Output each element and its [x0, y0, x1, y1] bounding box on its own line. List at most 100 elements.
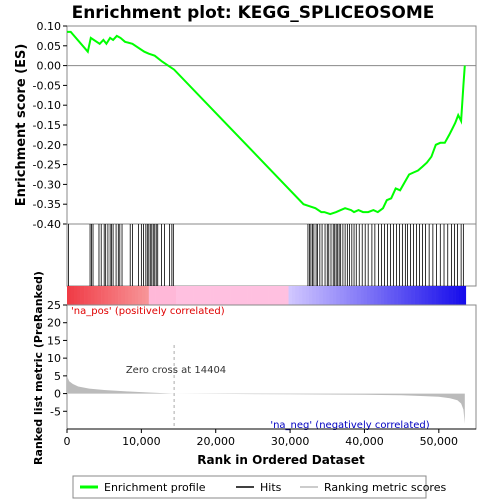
es-profile-line [67, 30, 466, 216]
colorbar-segment [216, 286, 221, 305]
colorbar-segment [223, 286, 228, 305]
colorbar-segment [428, 286, 432, 305]
x-tick-label: 20,000 [196, 435, 235, 448]
colorbar-segment [418, 286, 422, 305]
colorbar-segment [240, 286, 245, 305]
colorbar-segment [101, 286, 105, 305]
colorbar-segment [176, 286, 180, 305]
colorbar-segment [141, 286, 146, 305]
colorbar-segment [452, 286, 456, 305]
colorbar-segment [445, 286, 450, 305]
colorbar-segment [401, 286, 405, 305]
colorbar-segment [131, 286, 136, 305]
colorbar-segment [302, 286, 306, 305]
colorbar-segment [254, 286, 259, 305]
colorbar-segment [455, 286, 460, 305]
legend-ranking-metric-label: Ranking metric scores [324, 481, 446, 494]
x-tick-label: 30,000 [271, 435, 310, 448]
colorbar-segment [172, 286, 177, 305]
colorbar-segment [196, 286, 201, 305]
colorbar-segment [332, 286, 337, 305]
colorbar-segment [298, 286, 303, 305]
colorbar-segment [135, 286, 139, 305]
colorbar-segment [291, 286, 296, 305]
colorbar-segment [206, 286, 211, 305]
es-y-tick-label: -0.10 [33, 99, 61, 112]
colorbar-segment [230, 286, 235, 305]
colorbar-segment [107, 286, 112, 305]
colorbar-segment [458, 286, 463, 305]
es-y-tick-label: -0.20 [33, 139, 61, 152]
es-y-tick-label: 0.00 [37, 60, 62, 73]
colorbar-segment [67, 286, 71, 305]
es-y-tick-label: -0.05 [33, 79, 61, 92]
legend: Enrichment profile Hits Ranking metric sco… [72, 475, 446, 499]
neg-label: 'na_neg' (negatively correlated) [270, 420, 429, 431]
x-axis: 0 10,000 20,000 30,000 40,000 50,000 [64, 428, 476, 448]
colorbar-segment [424, 286, 429, 305]
colorbar-segment [189, 286, 194, 305]
colorbar-segment [193, 286, 197, 305]
metric-y-axis-label: Ranked list metric (PreRanked) [32, 271, 45, 465]
es-y-tick-label: -0.30 [33, 178, 61, 191]
colorbar-segment [73, 286, 78, 305]
colorbar-segment [336, 286, 340, 305]
es-y-axis-label: Enrichment score (ES) [14, 44, 29, 207]
colorbar-segment [326, 286, 330, 305]
es-y-tick-label: -0.35 [33, 198, 61, 211]
x-tick-label: 40,000 [345, 435, 384, 448]
colorbar-segment [234, 286, 238, 305]
colorbar-segment [448, 286, 453, 305]
colorbar-segment [118, 286, 122, 305]
colorbar-segment [128, 286, 133, 305]
colorbar-segment [165, 286, 170, 305]
colorbar-segment [407, 286, 412, 305]
hits-panel-frame [66, 223, 477, 287]
colorbar-segment [90, 286, 95, 305]
es-y-tick-label: 0.10 [37, 20, 62, 33]
colorbar-segment [305, 286, 310, 305]
colorbar-segment [199, 286, 204, 305]
hits-panel [66, 223, 477, 287]
metric-y-tick-label: 25 [47, 299, 61, 312]
colorbar-segment [247, 286, 252, 305]
colorbar-segment [104, 286, 109, 305]
es-y-tick-label: -0.25 [33, 159, 61, 172]
colorbar-segment [237, 286, 242, 305]
colorbar-segment [366, 286, 371, 305]
colorbar-segment [152, 286, 156, 305]
colorbar-segment [353, 286, 358, 305]
colorbar-segment [295, 286, 300, 305]
colorbar-segment [319, 286, 323, 305]
metric-y-tick-label: 0 [54, 388, 61, 401]
colorbar-segment [94, 286, 98, 305]
colorbar-segment [203, 286, 208, 305]
colorbar-segment [264, 286, 269, 305]
colorbar-segment [421, 286, 426, 305]
colorbar-segment [288, 286, 293, 305]
metric-y-ticks: 25 20 15 10 5 0 -5 [47, 299, 67, 418]
colorbar-segment [97, 286, 102, 305]
colorbar-segment [435, 286, 439, 305]
colorbar-segment [278, 286, 283, 305]
metric-y-tick-label: -5 [50, 405, 61, 418]
colorbar-segment [138, 286, 143, 305]
metric-panel-frame [66, 304, 477, 430]
es-panel: 0.10 0.05 0.00 -0.05 -0.10 -0.15 -0.20 -0.25 -0.… [14, 20, 477, 231]
colorbar-segment [377, 286, 381, 305]
colorbar-segment [114, 286, 119, 305]
hit-lines [68, 224, 464, 286]
metric-panel: 25 20 15 10 5 0 -5 Zero cross at 14404 'na_pos… [32, 271, 477, 465]
colorbar-segment [462, 286, 467, 305]
es-y-tick-label: -0.40 [33, 218, 61, 231]
colorbar-segment [220, 286, 225, 305]
colorbar-segment [308, 286, 313, 305]
colorbar-segment [111, 286, 116, 305]
colorbar-segment [124, 286, 129, 305]
es-panel-frame [66, 25, 477, 225]
pos-label: 'na_pos' (positively correlated) [71, 306, 225, 317]
colorbar-segment [404, 286, 409, 305]
colorbar-segment [387, 286, 392, 305]
